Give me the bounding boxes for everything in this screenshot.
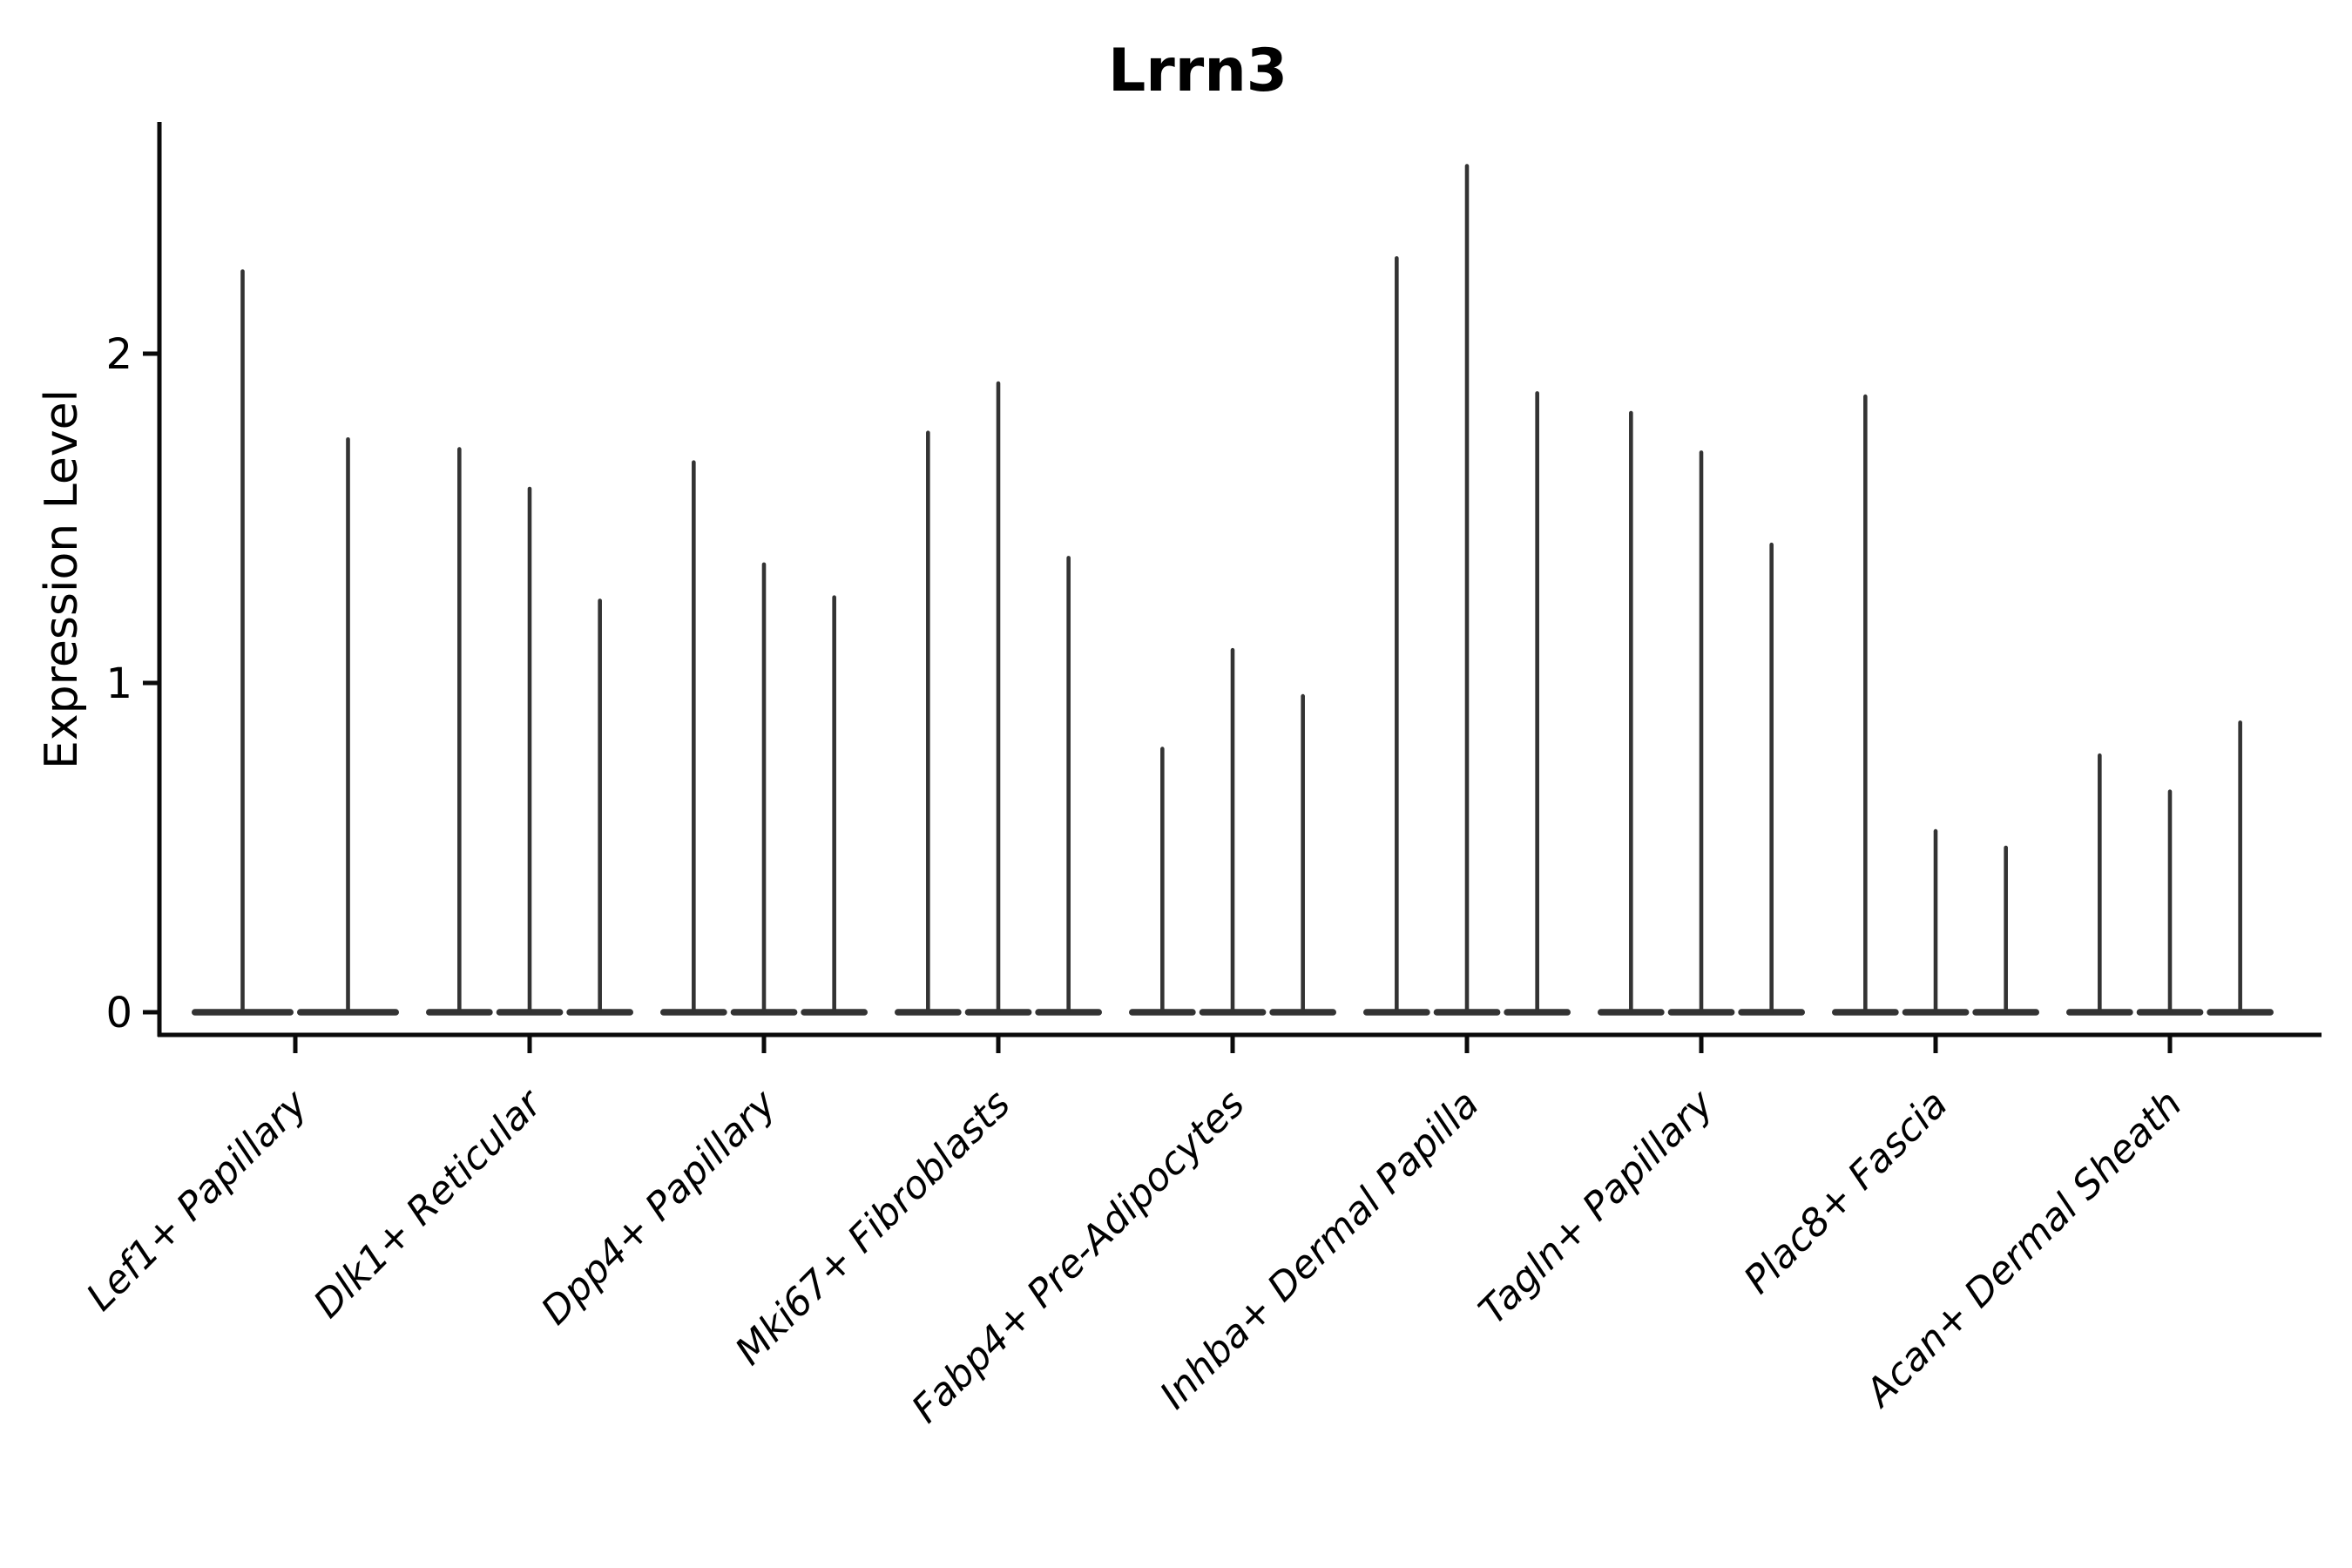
plot-title: Lrrn3 — [1108, 37, 1288, 105]
x-category-label: Plac8+ Fascia — [1735, 1082, 1956, 1302]
x-category-label: Tagln+ Papillary — [1470, 1081, 1722, 1333]
x-category-label: Lef1+ Papillary — [78, 1081, 317, 1320]
y-axis-label: Expression Level — [36, 389, 88, 769]
violins-layer — [192, 164, 2274, 1016]
y-tick-label-1: 1 — [105, 659, 132, 708]
y-tick-label-2: 2 — [105, 330, 132, 379]
x-category-label: Dpp4+ Papillary — [533, 1081, 786, 1334]
y-tick-label-0: 0 — [105, 989, 132, 1037]
x-tick-marks — [293, 1037, 2173, 1053]
y-axis: 0 1 2 — [105, 122, 162, 1037]
x-category-label: Dlk1+ Reticular — [305, 1080, 551, 1327]
x-axis: Lef1+ Papillary Dlk1+ Reticular Dpp4+ Pa… — [78, 1032, 2322, 1431]
